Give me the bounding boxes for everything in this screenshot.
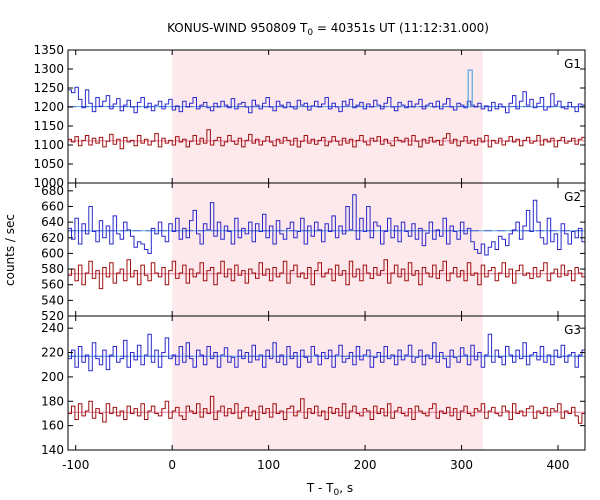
x-tick-label: -100 — [62, 458, 89, 472]
chart-title: KONUS-WIND 950809 T0 = 40351s UT (11:12:… — [167, 21, 489, 38]
y-tick-label: 240 — [41, 321, 64, 335]
x-tick-label: 200 — [354, 458, 377, 472]
y-tick-label: 200 — [41, 370, 64, 384]
y-tick-label: 140 — [41, 443, 64, 457]
y-tick-label: 620 — [41, 231, 64, 245]
panel-g1: 1000 1050 1100 1150 1200 1250 1300 1350 G1 — [33, 43, 586, 190]
y-tick-label: 1200 — [33, 100, 64, 114]
panel-g3: 140 160 180 200 220 240 G3 — [41, 315, 586, 457]
y-tick-label: 220 — [41, 346, 64, 360]
plot-area: 10001050110011501200125013001350G1520540… — [33, 43, 586, 472]
y-tick-label: 560 — [41, 278, 64, 292]
y-tick-label: 660 — [41, 199, 64, 213]
y-tick-label: 540 — [41, 293, 64, 307]
y-tick-label: 1100 — [33, 138, 64, 152]
series-lower-g3 — [68, 395, 585, 424]
panel-label: G3 — [564, 323, 581, 337]
y-tick-label: 640 — [41, 215, 64, 229]
series-upper-g2 — [68, 194, 585, 256]
y-tick-label: 1050 — [33, 157, 64, 171]
y-tick-label: 1250 — [33, 81, 64, 95]
panel-label: G1 — [564, 57, 581, 71]
y-tick-label: 580 — [41, 262, 64, 276]
panel-label: G2 — [564, 190, 581, 204]
shaded-interval — [172, 183, 483, 316]
y-tick-label: 1300 — [33, 62, 64, 76]
x-axis-label: T - T0, s — [306, 481, 353, 498]
shaded-interval — [172, 50, 483, 183]
y-tick-label: 600 — [41, 246, 64, 260]
y-tick-label: 680 — [41, 184, 64, 198]
panel-frame — [67, 315, 586, 451]
y-tick-label: 1150 — [33, 119, 64, 133]
y-tick-label: 1000 — [33, 176, 64, 190]
y-tick-label: 160 — [41, 419, 64, 433]
series-upper-g3 — [68, 333, 585, 372]
x-tick-label: 300 — [450, 458, 473, 472]
x-tick-label: 400 — [547, 458, 570, 472]
y-tick-label: 520 — [41, 309, 64, 323]
y-tick-label: 1350 — [33, 43, 64, 57]
x-tick-label: 100 — [257, 458, 280, 472]
y-axis-label: counts / sec — [3, 214, 17, 286]
x-tick-label: 0 — [168, 458, 176, 472]
y-tick-label: 180 — [41, 394, 64, 408]
series-lower-g2 — [68, 259, 585, 290]
spike-mark — [467, 69, 473, 107]
shaded-interval — [172, 316, 483, 450]
series-lower-g1 — [68, 129, 585, 150]
